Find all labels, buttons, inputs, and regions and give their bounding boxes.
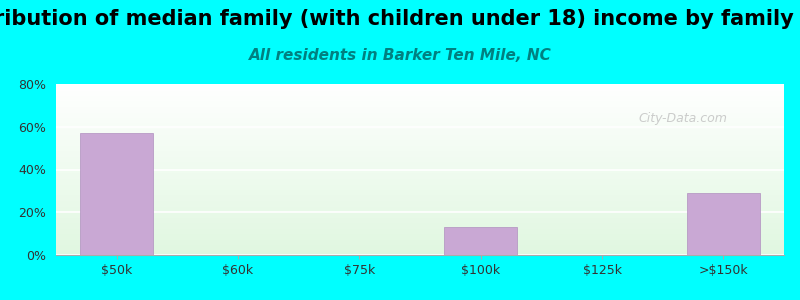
Bar xyxy=(687,193,760,255)
Bar xyxy=(444,227,517,255)
Text: City-Data.com: City-Data.com xyxy=(638,112,727,125)
Bar xyxy=(80,133,153,255)
Text: Distribution of median family (with children under 18) income by family type: Distribution of median family (with chil… xyxy=(0,9,800,29)
Text: All residents in Barker Ten Mile, NC: All residents in Barker Ten Mile, NC xyxy=(249,48,551,63)
